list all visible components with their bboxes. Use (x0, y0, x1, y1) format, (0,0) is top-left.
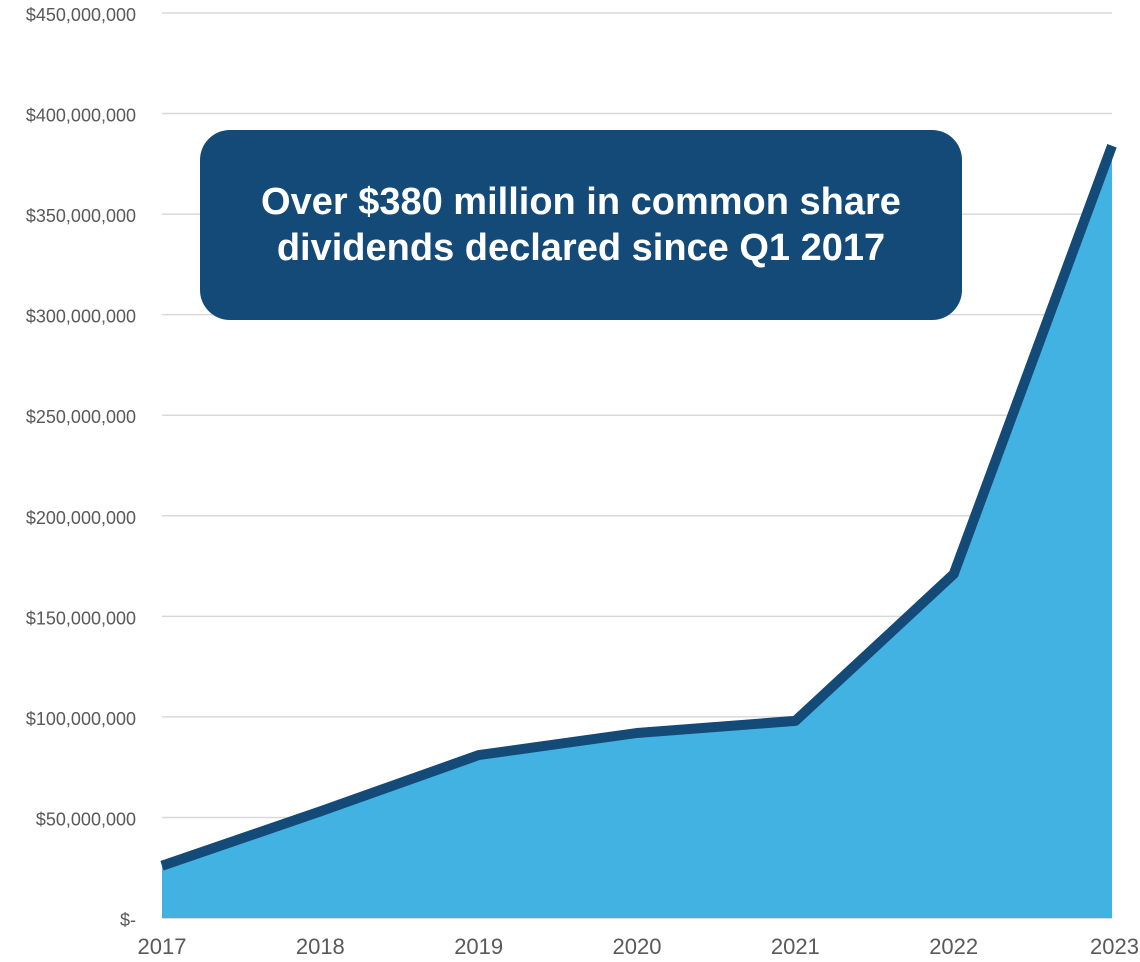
y-tick-label: $250,000,000 (26, 407, 136, 427)
y-tick-label: $300,000,000 (26, 307, 136, 327)
x-tick-label: 2018 (296, 934, 345, 959)
data-point (319, 810, 321, 812)
series-line (160, 143, 1117, 871)
y-tick-label: $450,000,000 (26, 5, 136, 25)
y-tick-label: $400,000,000 (26, 106, 136, 126)
data-point (636, 732, 638, 734)
x-tick-label: 2022 (929, 934, 978, 959)
x-tick-label: 2017 (138, 934, 187, 959)
y-tick-label: $50,000,000 (36, 809, 136, 829)
data-point (161, 865, 163, 867)
x-tick-label: 2020 (613, 934, 662, 959)
series-area (162, 145, 1112, 918)
summary-callout-text: Over $380 million in common share divide… (261, 181, 901, 269)
y-tick-label: $200,000,000 (26, 508, 136, 528)
data-point (794, 720, 796, 722)
y-tick-label: $- (120, 910, 136, 930)
y-tick-label: $150,000,000 (26, 608, 136, 628)
x-tick-label: 2023 (1090, 934, 1139, 959)
y-tick-label: $350,000,000 (26, 206, 136, 226)
data-point (478, 754, 480, 756)
x-tick-label: 2021 (771, 934, 820, 959)
data-point (953, 573, 955, 575)
y-tick-label: $100,000,000 (26, 709, 136, 729)
summary-callout-box: Over $380 million in common share divide… (200, 130, 962, 320)
data-point (1111, 145, 1113, 147)
x-tick-label: 2019 (454, 934, 503, 959)
